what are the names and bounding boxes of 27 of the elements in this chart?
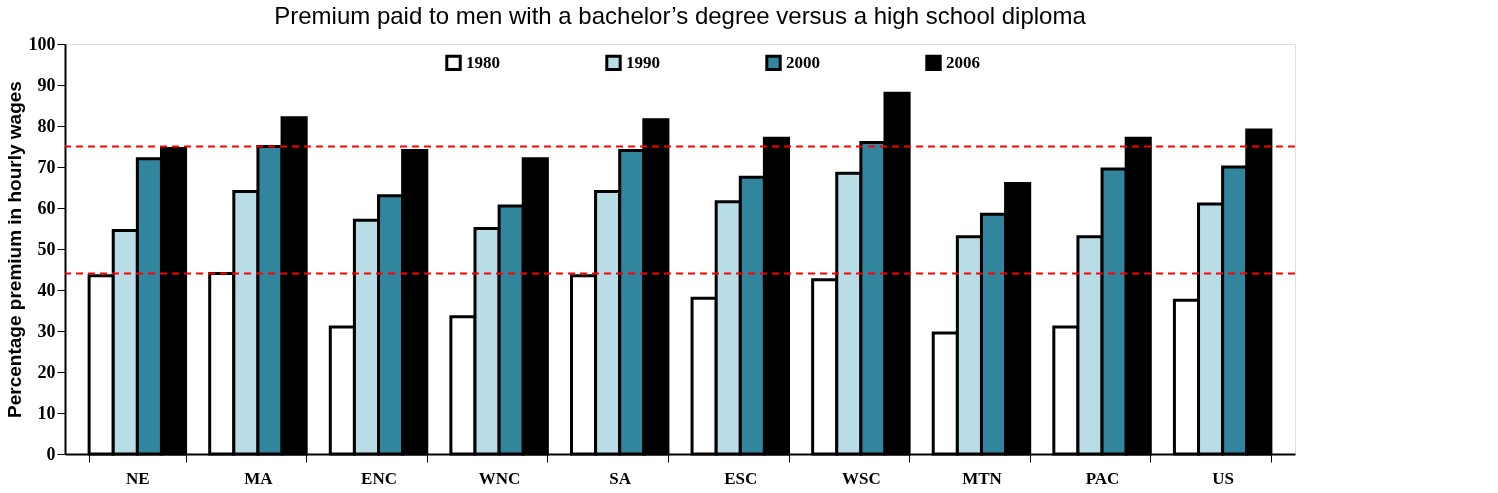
x-tick-label: MTN (962, 468, 1003, 488)
x-tick-label: NE (126, 468, 150, 488)
x-tick-label: SA (609, 468, 632, 488)
y-tick-label: 50 (37, 238, 56, 259)
y-tick-label: 90 (37, 74, 56, 95)
y-tick-label: 100 (28, 33, 56, 54)
y-tick-label: 0 (46, 443, 56, 464)
y-tick-label: 10 (37, 402, 56, 423)
y-tick-label: 30 (37, 320, 56, 341)
x-tick-label: WNC (478, 468, 521, 488)
legend-label: 1990 (626, 52, 660, 72)
chart-title: Premium paid to men with a bachelor’s degree versus a high school diploma (274, 2, 1087, 29)
legend-label: 1980 (466, 52, 500, 72)
x-tick-label: ESC (724, 468, 758, 488)
x-tick-label: PAC (1085, 468, 1120, 488)
y-tick-label: 70 (37, 156, 56, 177)
y-tick-label: 20 (37, 361, 56, 382)
x-tick-label: MA (244, 468, 274, 488)
y-axis-title: Percentage premium in hourly wages (3, 81, 25, 418)
x-tick-label: WSC (842, 468, 881, 488)
legend-label: 2006 (946, 52, 980, 72)
x-tick-label: ENC (361, 468, 397, 488)
y-tick-label: 40 (37, 279, 56, 300)
y-tick-label: 60 (37, 197, 56, 218)
x-tick-label: US (1212, 468, 1235, 488)
y-tick-label: 80 (37, 115, 56, 136)
legend-label: 2000 (786, 52, 820, 72)
